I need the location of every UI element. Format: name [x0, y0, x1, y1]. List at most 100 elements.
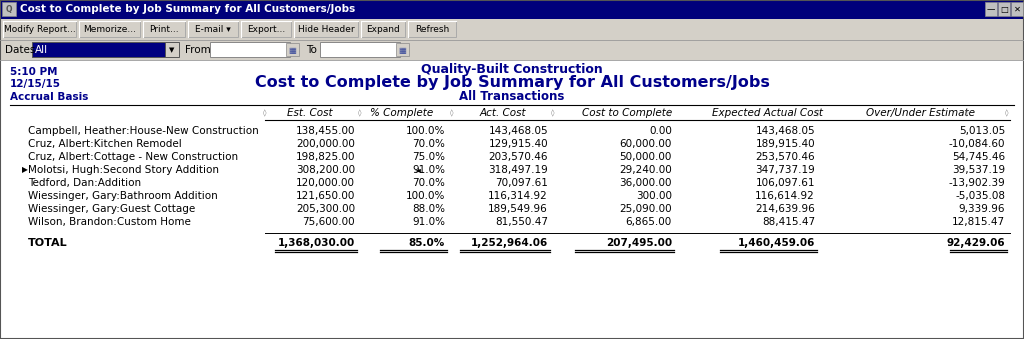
Text: 88,415.47: 88,415.47	[762, 217, 815, 227]
Text: ◄: ◄	[415, 165, 421, 175]
Text: 214,639.96: 214,639.96	[756, 204, 815, 214]
Text: 347,737.19: 347,737.19	[756, 165, 815, 175]
Text: 12,815.47: 12,815.47	[952, 217, 1005, 227]
Text: 318,497.19: 318,497.19	[488, 165, 548, 175]
Text: ▶: ▶	[22, 165, 28, 175]
Text: Tedford, Dan:Addition: Tedford, Dan:Addition	[28, 178, 141, 188]
Text: 91.0%: 91.0%	[412, 217, 445, 227]
Text: 205,300.00: 205,300.00	[296, 204, 355, 214]
Text: 1,368,030.00: 1,368,030.00	[278, 238, 355, 248]
Text: 129,915.40: 129,915.40	[488, 139, 548, 149]
Bar	[165, 42, 179, 57]
Text: Modify Report...: Modify Report...	[4, 24, 76, 34]
Text: 203,570.46: 203,570.46	[488, 152, 548, 162]
Text: 70.0%: 70.0%	[412, 139, 445, 149]
Text: Print...: Print...	[150, 24, 179, 34]
Text: Dates: Dates	[5, 45, 36, 55]
Text: 81,550.47: 81,550.47	[495, 217, 548, 227]
Text: -10,084.60: -10,084.60	[948, 139, 1005, 149]
Text: 60,000.00: 60,000.00	[620, 139, 672, 149]
Text: 88.0%: 88.0%	[412, 204, 445, 214]
Bar	[210, 42, 290, 57]
Bar	[361, 21, 406, 37]
Text: % Complete: % Complete	[371, 108, 433, 118]
Text: Wiessinger, Gary:Guest Cottage: Wiessinger, Gary:Guest Cottage	[28, 204, 196, 214]
Bar	[286, 43, 299, 56]
Bar	[0, 60, 1024, 339]
Bar	[32, 42, 165, 57]
Text: All: All	[35, 45, 48, 55]
Text: -13,902.39: -13,902.39	[948, 178, 1005, 188]
Text: To: To	[306, 45, 316, 55]
Text: ◊: ◊	[966, 109, 969, 117]
Text: 70.0%: 70.0%	[412, 178, 445, 188]
Text: ◊: ◊	[451, 109, 454, 117]
Bar	[2, 2, 16, 16]
Text: Cruz, Albert:Cottage - New Construction: Cruz, Albert:Cottage - New Construction	[28, 152, 239, 162]
Bar	[0, 0, 1024, 19]
Text: 1,460,459.06: 1,460,459.06	[737, 238, 815, 248]
Text: Cruz, Albert:Kitchen Remodel: Cruz, Albert:Kitchen Remodel	[28, 139, 181, 149]
Text: 308,200.00: 308,200.00	[296, 165, 355, 175]
Text: 143,468.05: 143,468.05	[756, 126, 815, 136]
Text: 116,314.92: 116,314.92	[488, 191, 548, 201]
Text: 70,097.61: 70,097.61	[496, 178, 548, 188]
Text: Campbell, Heather:House-New Construction: Campbell, Heather:House-New Construction	[28, 126, 259, 136]
Text: 54,745.46: 54,745.46	[952, 152, 1005, 162]
Text: 100.0%: 100.0%	[406, 126, 445, 136]
Text: ▼: ▼	[169, 47, 175, 53]
Bar	[3, 21, 76, 37]
Text: ▦: ▦	[398, 45, 406, 55]
Text: 5:10 PM: 5:10 PM	[10, 67, 57, 77]
Text: 29,240.00: 29,240.00	[620, 165, 672, 175]
Bar	[396, 43, 409, 56]
Bar	[241, 21, 291, 37]
Text: 5,013.05: 5,013.05	[958, 126, 1005, 136]
Text: 9,339.96: 9,339.96	[958, 204, 1005, 214]
Text: 120,000.00: 120,000.00	[296, 178, 355, 188]
Text: 6,865.00: 6,865.00	[626, 217, 672, 227]
Bar	[985, 2, 997, 16]
Text: Over/Under Estimate: Over/Under Estimate	[865, 108, 975, 118]
Text: Cost to Complete: Cost to Complete	[582, 108, 672, 118]
Text: E-mail ▾: E-mail ▾	[196, 24, 230, 34]
Text: ◊: ◊	[816, 109, 820, 117]
Bar	[188, 21, 238, 37]
Text: From: From	[185, 45, 211, 55]
Bar	[143, 21, 185, 37]
Text: 189,915.40: 189,915.40	[756, 139, 815, 149]
Text: 36,000.00: 36,000.00	[620, 178, 672, 188]
Text: Q: Q	[6, 5, 12, 14]
Text: TOTAL: TOTAL	[28, 238, 68, 248]
Bar	[998, 2, 1010, 16]
Text: Hide Header: Hide Header	[298, 24, 354, 34]
Text: 39,537.19: 39,537.19	[952, 165, 1005, 175]
Text: Memorize...: Memorize...	[83, 24, 136, 34]
Text: 75,600.00: 75,600.00	[302, 217, 355, 227]
Text: 200,000.00: 200,000.00	[296, 139, 355, 149]
Text: 12/15/15: 12/15/15	[10, 79, 61, 89]
Text: 253,570.46: 253,570.46	[756, 152, 815, 162]
Text: -5,035.08: -5,035.08	[955, 191, 1005, 201]
Text: ◊: ◊	[1006, 109, 1009, 117]
Text: □: □	[1000, 5, 1008, 14]
Text: 92,429.06: 92,429.06	[946, 238, 1005, 248]
Text: 100.0%: 100.0%	[406, 191, 445, 201]
Text: ◊: ◊	[551, 109, 555, 117]
Text: Accrual Basis: Accrual Basis	[10, 92, 88, 102]
Text: Cost to Complete by Job Summary for All Customers/Jobs: Cost to Complete by Job Summary for All …	[20, 4, 355, 15]
Bar	[0, 19, 1024, 40]
Bar	[408, 21, 456, 37]
Bar	[0, 40, 1024, 60]
Text: 116,614.92: 116,614.92	[756, 191, 815, 201]
Text: 189,549.96: 189,549.96	[488, 204, 548, 214]
Text: ▦: ▦	[288, 45, 296, 55]
Text: 300.00: 300.00	[636, 191, 672, 201]
Text: ◊: ◊	[263, 109, 266, 117]
Bar	[1011, 2, 1023, 16]
Text: Est. Cost: Est. Cost	[287, 108, 333, 118]
Text: 25,090.00: 25,090.00	[620, 204, 672, 214]
Text: Wiessinger, Gary:Bathroom Addition: Wiessinger, Gary:Bathroom Addition	[28, 191, 218, 201]
Text: 75.0%: 75.0%	[412, 152, 445, 162]
Text: Cost to Complete by Job Summary for All Customers/Jobs: Cost to Complete by Job Summary for All …	[255, 76, 769, 91]
